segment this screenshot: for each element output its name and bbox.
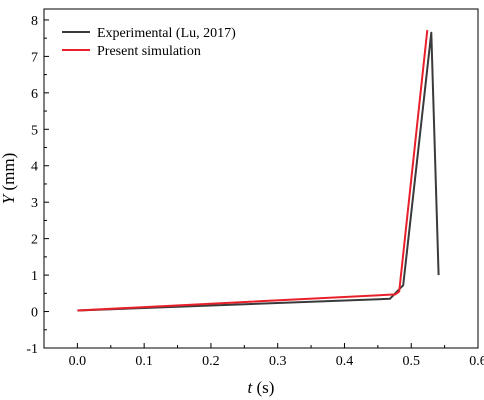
legend-label-experimental: Experimental (Lu, 2017) bbox=[97, 26, 236, 41]
x-tick-label: 0.5 bbox=[402, 354, 420, 369]
x-tick-label: 0.1 bbox=[135, 354, 153, 369]
y-tick-label: 8 bbox=[31, 14, 38, 29]
x-tick-label: 0.0 bbox=[69, 354, 87, 369]
x-tick-label: 0.4 bbox=[336, 354, 354, 369]
series-line-experimental bbox=[77, 31, 440, 312]
y-axis-unit: (mm) bbox=[0, 153, 18, 195]
y-tick-label: -1 bbox=[26, 342, 38, 357]
x-axis-variable: t bbox=[248, 378, 254, 397]
series-lines bbox=[77, 29, 440, 312]
y-tick-label: 2 bbox=[31, 233, 38, 248]
x-axis-unit: (s) bbox=[252, 378, 274, 397]
plot-frame bbox=[43, 8, 479, 349]
y-tick-label: 4 bbox=[31, 160, 38, 175]
axis-ticks: 0.0 0.1 0.2 0.3 0.4 0.5 0.6 -1 0 1 2 3 4 5 6 7 8 bbox=[26, 14, 484, 369]
y-tick-label: 0 bbox=[31, 306, 38, 321]
y-tick-label: 7 bbox=[31, 50, 38, 65]
series-line-simulation bbox=[77, 29, 429, 312]
legend: Experimental (Lu, 2017) Present simulati… bbox=[62, 26, 236, 59]
y-axis-title: Y (mm) bbox=[0, 153, 18, 205]
y-axis-variable: Y bbox=[0, 193, 18, 204]
x-tick-label: 0.2 bbox=[202, 354, 220, 369]
y-tick-label: 6 bbox=[31, 87, 38, 102]
y-tick-label: 5 bbox=[31, 123, 38, 138]
x-tick-label: 0.3 bbox=[269, 354, 287, 369]
x-axis-title: t (s) bbox=[248, 378, 275, 397]
y-tick-label: 1 bbox=[31, 269, 38, 284]
y-tick-label: 3 bbox=[31, 196, 38, 211]
x-tick-label: 0.6 bbox=[469, 354, 484, 369]
legend-label-simulation: Present simulation bbox=[97, 44, 201, 59]
